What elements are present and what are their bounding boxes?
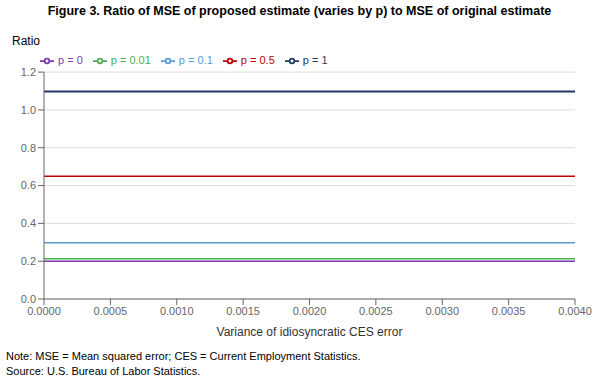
svg-text:1.0: 1.0: [21, 104, 36, 116]
html-text:Note: MSE = Mean squared error: Note: MSE = Mean squared error; CES = Cu…: [6, 350, 361, 362]
svg-text:0.0000: 0.0000: [27, 305, 61, 317]
svg-text:0.0: 0.0: [21, 293, 36, 305]
html-text:p = 0.1: p = 0.1: [178, 54, 213, 66]
html-text:Figure 3. Ratio of MSE of prop: Figure 3. Ratio of MSE of proposed estim…: [47, 4, 552, 18]
svg-text:0.0010: 0.0010: [160, 305, 194, 317]
svg-text:0.0020: 0.0020: [293, 305, 327, 317]
svg-text:0.0015: 0.0015: [226, 305, 260, 317]
svg-text:0.6: 0.6: [21, 179, 36, 191]
svg-text:Variance of idiosyncratic CES: Variance of idiosyncratic CES error: [217, 325, 403, 339]
svg-text:1.2: 1.2: [21, 66, 36, 78]
svg-text:0.4: 0.4: [21, 217, 36, 229]
svg-text:0.0005: 0.0005: [94, 305, 128, 317]
svg-text:0.2: 0.2: [21, 255, 36, 267]
svg-text:0.0025: 0.0025: [359, 305, 393, 317]
html-text:Source: U.S. Bureau of Labor S: Source: U.S. Bureau of Labor Statistics.: [6, 365, 201, 377]
svg-text:0.0030: 0.0030: [425, 305, 459, 317]
html-text:p = 0: p = 0: [58, 54, 83, 66]
html-text:Ratio: Ratio: [12, 34, 40, 48]
svg-text:0.8: 0.8: [21, 142, 36, 154]
html-text:p = 1: p = 1: [302, 54, 328, 66]
html-text:p = 0.5: p = 0.5: [240, 54, 275, 66]
svg-text:0.0035: 0.0035: [492, 305, 526, 317]
svg-text:0.0040: 0.0040: [558, 305, 592, 317]
html-text:p = 0.01: p = 0.01: [110, 54, 151, 66]
